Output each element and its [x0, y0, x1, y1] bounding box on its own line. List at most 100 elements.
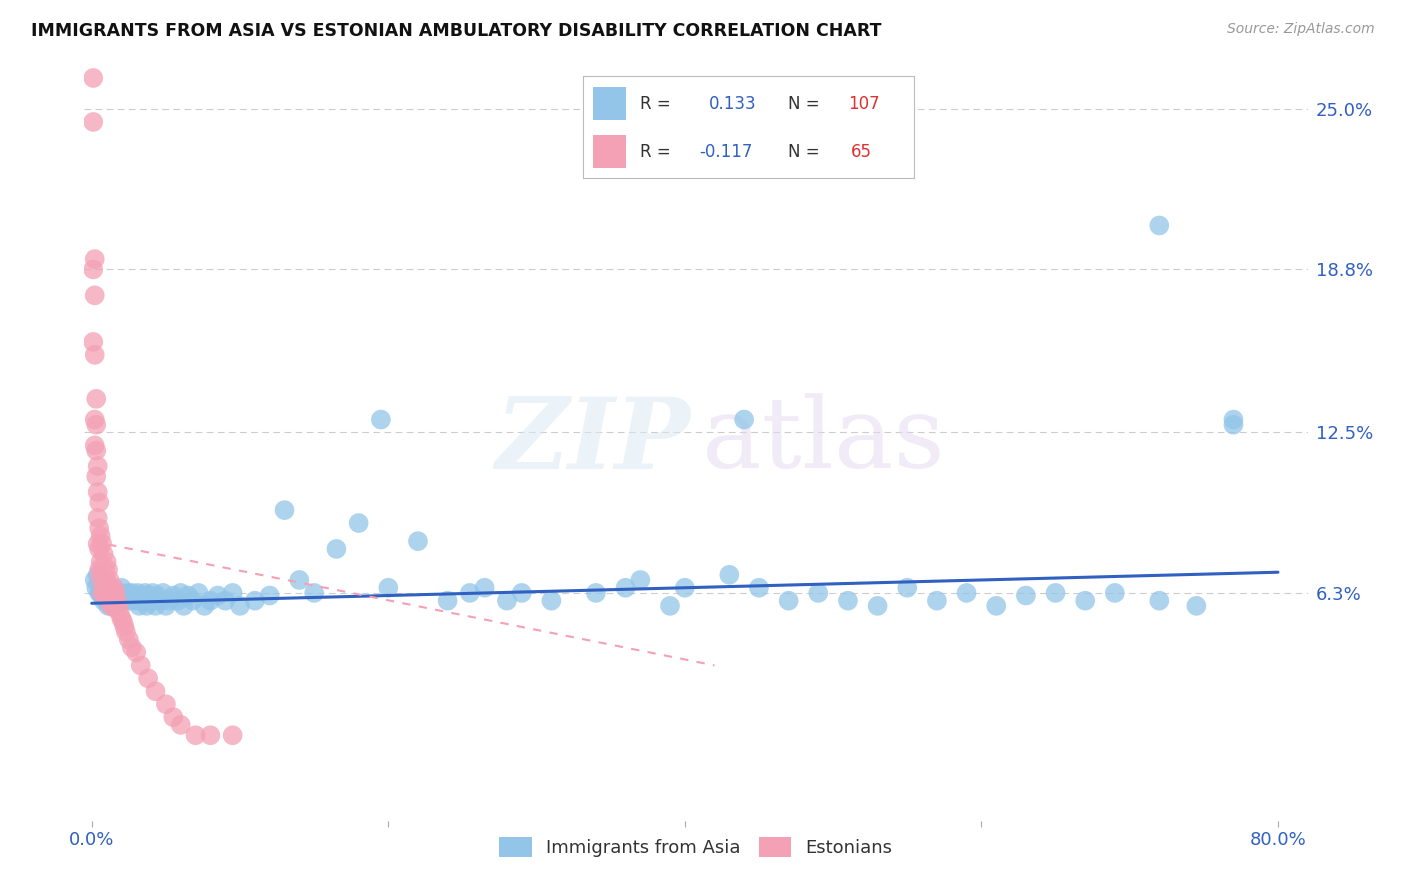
Point — [173, 599, 195, 613]
Point — [406, 534, 429, 549]
Point — [585, 586, 607, 600]
Point — [243, 593, 266, 607]
Point — [91, 586, 114, 600]
Point — [122, 589, 145, 603]
Point — [288, 573, 311, 587]
Point — [84, 417, 107, 432]
Point — [103, 581, 125, 595]
Point — [91, 578, 114, 592]
Point — [83, 412, 105, 426]
Point — [436, 593, 458, 607]
Point — [101, 589, 124, 603]
Point — [1149, 219, 1171, 233]
Point — [82, 115, 104, 129]
Point — [458, 586, 481, 600]
Point — [155, 599, 177, 613]
Point — [1222, 412, 1244, 426]
Point — [84, 581, 107, 595]
Point — [347, 516, 370, 530]
Point — [207, 589, 229, 603]
Point — [136, 589, 159, 603]
Point — [94, 586, 117, 600]
Point — [101, 589, 124, 603]
Point — [474, 581, 496, 595]
Point — [659, 599, 682, 613]
Point — [718, 567, 741, 582]
Point — [221, 586, 243, 600]
Point — [91, 563, 114, 577]
Point — [104, 601, 127, 615]
Point — [83, 348, 105, 362]
Point — [112, 619, 135, 633]
Text: atlas: atlas — [702, 393, 945, 490]
Point — [325, 541, 347, 556]
Point — [162, 589, 184, 603]
Point — [103, 586, 125, 600]
Point — [89, 563, 111, 577]
Point — [496, 593, 519, 607]
Point — [105, 593, 128, 607]
Point — [628, 573, 651, 587]
Point — [166, 593, 188, 607]
Point — [107, 586, 129, 600]
Text: 0.133: 0.133 — [709, 95, 756, 112]
Point — [97, 563, 120, 577]
Point — [83, 573, 105, 587]
Point — [89, 575, 111, 590]
Point — [673, 581, 696, 595]
Point — [128, 599, 150, 613]
Point — [83, 288, 105, 302]
Point — [1185, 599, 1208, 613]
Point — [112, 589, 135, 603]
Point — [748, 581, 770, 595]
Point — [90, 586, 112, 600]
Point — [84, 469, 107, 483]
Point — [97, 599, 120, 613]
Text: -0.117: -0.117 — [699, 143, 752, 161]
Point — [184, 728, 207, 742]
Point — [103, 593, 125, 607]
Point — [117, 586, 139, 600]
Point — [149, 593, 172, 607]
Point — [896, 581, 918, 595]
Point — [82, 70, 104, 85]
Point — [221, 728, 243, 742]
Point — [82, 262, 104, 277]
Point — [96, 593, 118, 607]
Point — [200, 728, 222, 742]
Point — [91, 589, 114, 603]
Point — [83, 252, 105, 266]
Point — [105, 593, 128, 607]
Point — [110, 612, 132, 626]
Point — [89, 586, 111, 600]
Point — [127, 586, 149, 600]
Point — [125, 593, 148, 607]
Point — [200, 593, 222, 607]
Point — [177, 589, 200, 603]
Text: N =: N = — [789, 95, 820, 112]
Point — [370, 412, 392, 426]
Point — [94, 581, 117, 595]
Point — [170, 718, 193, 732]
Point — [1074, 593, 1097, 607]
Point — [86, 537, 108, 551]
Point — [108, 589, 131, 603]
Point — [118, 589, 141, 603]
Text: 107: 107 — [848, 95, 879, 112]
Point — [1222, 417, 1244, 432]
Point — [86, 511, 108, 525]
Point — [111, 593, 134, 607]
Text: IMMIGRANTS FROM ASIA VS ESTONIAN AMBULATORY DISABILITY CORRELATION CHART: IMMIGRANTS FROM ASIA VS ESTONIAN AMBULAT… — [31, 22, 882, 40]
Point — [90, 555, 112, 569]
Point — [1149, 593, 1171, 607]
Bar — [593, 87, 627, 120]
Point — [91, 537, 114, 551]
Text: 65: 65 — [851, 143, 872, 161]
Point — [93, 547, 115, 561]
Point — [104, 589, 127, 603]
Point — [214, 593, 236, 607]
Point — [94, 563, 117, 577]
Point — [98, 573, 121, 587]
Point — [146, 589, 169, 603]
Point — [107, 599, 129, 613]
